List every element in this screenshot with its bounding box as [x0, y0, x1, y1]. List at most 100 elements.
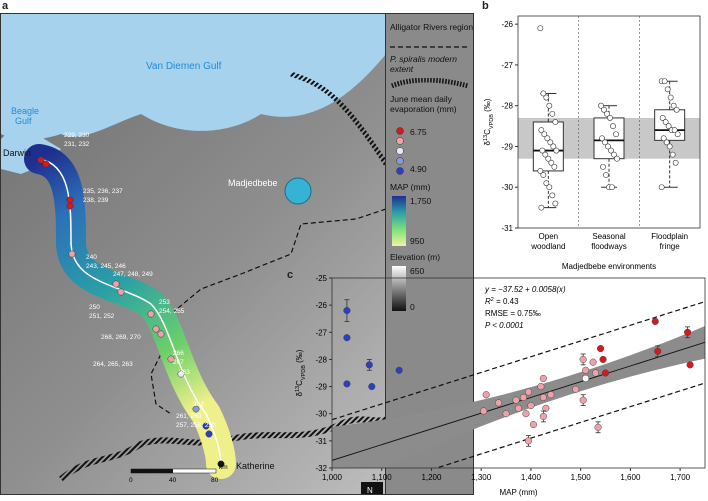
- legend-elev-min: 0: [410, 302, 415, 312]
- sample-label: 251, 252: [89, 313, 115, 320]
- data-point: [614, 155, 620, 162]
- prediction-bound: [332, 301, 705, 421]
- legend-elev-swatch: [392, 266, 406, 311]
- y-tick-label: -31: [315, 437, 327, 446]
- data-point: [549, 192, 556, 199]
- y-tick-label: -32: [315, 464, 327, 473]
- data-point: [605, 143, 611, 150]
- x-tick-label: 1,400: [521, 473, 542, 482]
- north-label: N: [367, 486, 373, 495]
- madjedbebe-site: [284, 177, 312, 205]
- rmse-label: RMSE = 0.75‰: [485, 309, 541, 318]
- sample-label: 231, 232: [64, 141, 90, 148]
- x-axis-label: MAP (mm): [499, 488, 537, 497]
- y-tick-label: -27: [315, 328, 327, 337]
- data-point: [537, 25, 544, 32]
- data-point: [662, 119, 669, 125]
- data-point: [672, 159, 679, 166]
- sample-point: [202, 422, 210, 430]
- y-tick-label: -28: [315, 355, 327, 364]
- data-point: [543, 94, 550, 101]
- data-point: [582, 374, 590, 382]
- legend-map-swatch: [392, 196, 406, 246]
- scatter-plot: 1,000 1,100 1,200 1,300 1,400 1,500 1,600 1,700…: [295, 274, 706, 497]
- data-point: [549, 110, 556, 117]
- sample-label: 235, 236, 237: [83, 188, 123, 195]
- data-point: [667, 94, 674, 101]
- data-point: [601, 106, 607, 113]
- legend-evap-min: 4.90: [410, 164, 427, 174]
- plot-frame: [517, 15, 701, 229]
- y-axis-label: δ13CVPDB (‰): [295, 349, 307, 396]
- x-tick-label: 1,000: [322, 473, 343, 482]
- sample-label: 266: [173, 350, 184, 357]
- data-point: [609, 184, 615, 191]
- data-point: [551, 163, 558, 170]
- data-point: [544, 135, 551, 142]
- data-point: [480, 407, 488, 415]
- sample-point: [66, 202, 74, 210]
- data-point: [661, 78, 668, 85]
- y-tick-label: -25: [315, 274, 327, 283]
- data-point: [512, 396, 520, 404]
- data-point: [607, 115, 613, 121]
- data-point: [582, 366, 590, 374]
- data-point: [514, 404, 523, 412]
- legend-evap-title: June mean daily evaporation (mm): [390, 94, 457, 114]
- y-tick-label: -30: [315, 410, 327, 419]
- confidence-band: [332, 326, 705, 468]
- data-point: [598, 102, 604, 109]
- sample-labels: 229, 230 231, 232 235, 236, 237 238, 239 240…: [64, 132, 216, 429]
- box: [532, 121, 564, 172]
- data-point: [658, 184, 665, 191]
- data-point: [546, 102, 553, 109]
- data-point: [343, 334, 351, 342]
- r2-label: R2 = 0.43: [485, 297, 519, 306]
- data-point: [674, 131, 681, 138]
- sample-point: [147, 310, 155, 318]
- legend-evap-swatch: [396, 127, 404, 175]
- sample-label: 267: [173, 359, 184, 366]
- category-label: fringe: [660, 242, 681, 251]
- data-point: [537, 168, 544, 174]
- x-axis-label: Madjedbebe environments: [562, 262, 656, 271]
- legend-map-title: MAP (mm): [390, 182, 431, 192]
- data-point: [663, 139, 670, 146]
- data-point: [601, 369, 610, 377]
- sample-point: [152, 325, 160, 333]
- box-plot: -26 -27 -28 -29 -30 -31 δ13CVPDB (‰) Openwoodla…: [483, 15, 701, 271]
- y-tick-label: -27: [501, 61, 513, 70]
- data-point: [572, 385, 580, 393]
- data-point: [540, 90, 547, 97]
- scale-tick-40: 40: [169, 477, 177, 484]
- plot-area: [332, 299, 705, 468]
- sample-label: 250: [89, 304, 100, 311]
- data-point: [547, 391, 555, 399]
- sample-label: 263: [179, 369, 190, 376]
- scale-unit: km: [219, 464, 228, 471]
- data-point: [673, 106, 680, 113]
- x-tick-label: 1,500: [571, 473, 592, 482]
- data-point: [579, 396, 587, 404]
- region-boundary: [150, 208, 387, 415]
- sample-point: [68, 250, 76, 258]
- data-point: [542, 404, 550, 412]
- data-point: [524, 388, 532, 396]
- data-point: [669, 151, 676, 158]
- y-tick-label: -31: [501, 224, 513, 233]
- data-point: [545, 155, 552, 162]
- data-point: [524, 437, 532, 445]
- x-tick-label: 1,300: [471, 473, 492, 482]
- sample-label: 240: [86, 254, 97, 261]
- madjedbebe-label: Madjedbebe: [228, 178, 278, 188]
- data-point: [548, 159, 555, 166]
- data-point: [495, 399, 503, 407]
- data-point: [608, 147, 614, 154]
- sample-point: [217, 460, 225, 468]
- sea: [1, 14, 386, 140]
- category-label: Open: [539, 232, 559, 241]
- data-point: [686, 361, 694, 369]
- data-point: [666, 143, 673, 150]
- y-tick-label: -29: [315, 383, 327, 392]
- data-point: [589, 358, 597, 366]
